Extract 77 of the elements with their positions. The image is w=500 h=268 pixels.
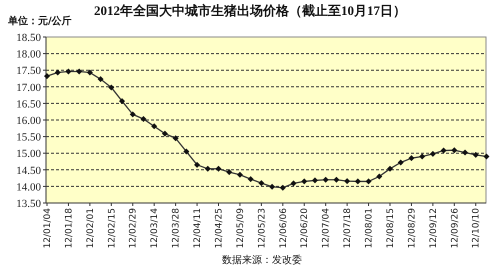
point <box>280 184 286 191</box>
point <box>183 148 190 155</box>
point <box>130 111 136 118</box>
point <box>162 130 168 137</box>
point <box>430 150 436 157</box>
y-axis-title: 单位：元/公斤 <box>7 15 72 27</box>
x-tick-label: 12/02/01 <box>86 208 96 248</box>
point <box>376 173 382 180</box>
point <box>419 154 426 160</box>
x-tick-label: 12/05/23 <box>257 208 268 248</box>
point <box>204 166 211 172</box>
chart-title: 2012年全国大中城市生猪出场价格（截止至10月17日） <box>94 3 406 18</box>
x-tick-label: 12/06/06 <box>278 208 289 248</box>
x-tick-label: 12/01/18 <box>64 208 74 248</box>
point <box>462 150 468 156</box>
point <box>440 148 447 154</box>
point <box>301 178 308 184</box>
point <box>216 166 222 172</box>
y-tick-label: 16.50 <box>16 98 42 110</box>
point <box>65 68 72 75</box>
point <box>483 154 490 160</box>
point <box>354 178 361 184</box>
point <box>98 76 104 82</box>
point <box>54 70 61 76</box>
point <box>108 84 114 90</box>
point <box>44 73 50 80</box>
point <box>451 147 458 154</box>
x-tick-label: 12/02/29 <box>128 208 139 248</box>
y-tick-label: 18.50 <box>16 32 42 44</box>
point <box>344 178 350 184</box>
point <box>236 172 243 178</box>
x-tick-label: 12/03/14 <box>150 208 160 248</box>
y-tick-label: 18.00 <box>16 48 42 61</box>
y-tick-label: 17.50 <box>16 65 42 78</box>
point <box>386 166 393 172</box>
x-tick-label: 12/07/04 <box>322 208 332 248</box>
point <box>194 162 200 168</box>
point <box>119 98 126 104</box>
y-tick-label: 16.00 <box>16 115 42 127</box>
point <box>312 177 318 184</box>
y-tick-label: 15.50 <box>16 132 42 144</box>
y-tick-label: 14.00 <box>16 181 42 194</box>
source-note: 数据来源：发改委 <box>222 254 302 266</box>
x-tick-label: 12/03/28 <box>172 208 182 248</box>
x-tick-label: 12/10/10 <box>472 208 482 248</box>
y-tick-label: 14.50 <box>16 164 42 177</box>
x-tick-label: 12/09/12 <box>428 208 439 248</box>
point <box>151 123 158 130</box>
point <box>269 184 276 190</box>
x-tick-label: 12/01/04 <box>43 208 53 248</box>
point <box>258 180 264 186</box>
point <box>76 68 82 75</box>
x-tick-label: 12/06/20 <box>300 208 310 248</box>
point <box>408 155 414 162</box>
x-tick-label: 12/02/15 <box>107 208 118 248</box>
point <box>290 180 297 186</box>
x-tick-label: 12/07/18 <box>343 208 354 248</box>
point <box>248 176 254 182</box>
point <box>86 70 93 76</box>
x-tick-label: 12/08/29 <box>407 208 418 248</box>
point <box>472 152 479 158</box>
x-tick-label: 12/04/25 <box>214 208 224 248</box>
x-tick-label: 12/04/11 <box>193 208 204 248</box>
y-tick-label: 13.50 <box>16 198 42 210</box>
point <box>140 116 146 122</box>
point <box>322 176 329 183</box>
point <box>398 159 404 166</box>
point <box>333 176 340 183</box>
x-tick-label: 12/08/15 <box>386 208 396 248</box>
point <box>226 169 232 176</box>
x-tick-label: 12/09/26 <box>450 208 460 248</box>
y-tick-label: 17.00 <box>16 82 42 94</box>
point <box>172 135 179 142</box>
x-tick-label: 12/05/09 <box>236 208 246 248</box>
point <box>366 178 372 184</box>
y-tick-label: 15.00 <box>16 148 42 160</box>
x-tick-label: 12/08/01 <box>364 208 375 248</box>
